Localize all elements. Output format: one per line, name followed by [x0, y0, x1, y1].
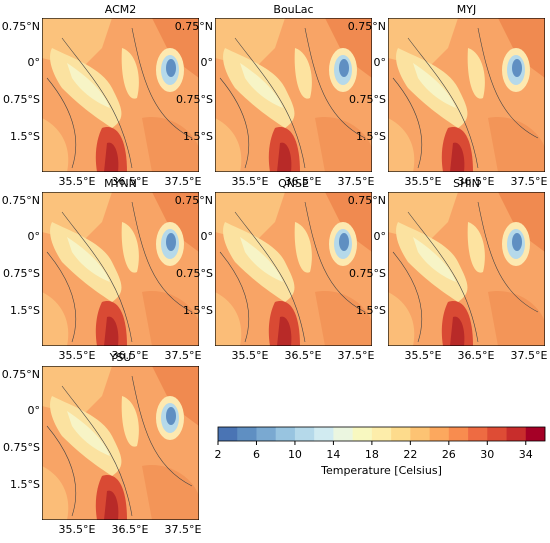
panel-title: BouLac [273, 3, 313, 16]
lat-label: 0° [201, 230, 214, 243]
colorbar-tick-label: 34 [519, 448, 533, 461]
lat-label: 1.5°S [356, 130, 386, 143]
colorbar-bin [218, 427, 238, 441]
lon-label: 37.5°E [165, 175, 202, 188]
lon-label: 35.5°E [59, 523, 96, 536]
lat-label: 0.75°N [2, 194, 40, 207]
panel-title: ACM2 [105, 3, 137, 16]
colorbar-bin [487, 427, 507, 441]
lat-label: 0.75°S [3, 441, 40, 454]
lat-label: 0° [201, 56, 214, 69]
lat-label: 1.5°S [10, 130, 40, 143]
lon-label: 36.5°E [458, 175, 495, 188]
lat-label: 0.75°S [176, 267, 213, 280]
lat-label: 1.5°S [183, 304, 213, 317]
lon-label: 35.5°E [59, 349, 96, 362]
panel-title: SHIN [453, 177, 480, 190]
colorbar-tick-label: 30 [480, 448, 494, 461]
colorbar-tick-label: 10 [288, 448, 302, 461]
colorbar-bin [391, 427, 411, 441]
lat-label: 0.75°S [349, 267, 386, 280]
colorbar-bin [506, 427, 527, 441]
lat-label: 0.75°N [2, 368, 40, 381]
lat-label: 0.75°N [2, 20, 40, 33]
colorbar-frame [217, 426, 546, 442]
lat-label: 0.75°S [176, 93, 213, 106]
lon-label: 37.5°E [338, 175, 375, 188]
colorbar-bin [333, 427, 353, 441]
lat-label: 0° [28, 56, 41, 69]
lon-label: 36.5°E [458, 349, 495, 362]
lat-label: 0° [28, 404, 41, 417]
colorbar-tick-label: 26 [442, 448, 456, 461]
map-panel [388, 18, 545, 172]
colorbar-bin [468, 427, 488, 441]
colorbar-bin [275, 427, 296, 441]
lon-label: 37.5°E [165, 349, 202, 362]
map-panel [388, 192, 545, 346]
lat-label: 0° [28, 230, 41, 243]
lon-label: 35.5°E [232, 349, 269, 362]
lat-label: 1.5°S [10, 304, 40, 317]
colorbar-bin [525, 427, 546, 441]
map-panel [42, 366, 199, 520]
lon-label: 36.5°E [285, 175, 322, 188]
lat-label: 1.5°S [356, 304, 386, 317]
lon-label: 35.5°E [405, 175, 442, 188]
lat-label: 0.75°N [348, 194, 386, 207]
colorbar-bin [410, 427, 430, 441]
lat-label: 0.75°S [349, 93, 386, 106]
lon-label: 37.5°E [511, 175, 548, 188]
panel-title: QNSE [278, 177, 309, 190]
lat-label: 0.75°S [3, 267, 40, 280]
lat-label: 0° [374, 230, 387, 243]
panel-title: MYJ [457, 3, 476, 16]
lat-label: 0.75°N [175, 194, 213, 207]
lon-label: 36.5°E [112, 175, 149, 188]
colorbar-bin [448, 427, 469, 441]
colorbar-bin [294, 427, 315, 441]
lon-label: 37.5°E [511, 349, 548, 362]
lon-label: 36.5°E [112, 523, 149, 536]
colorbar-bin [352, 427, 373, 441]
colorbar-label: Temperature [Celsius] [320, 464, 442, 477]
panel-title: MYNN [104, 177, 137, 190]
colorbar-tick-label: 14 [326, 448, 340, 461]
lon-label: 35.5°E [405, 349, 442, 362]
lat-label: 0° [374, 56, 387, 69]
lat-label: 0.75°N [348, 20, 386, 33]
colorbar-bin [237, 427, 257, 441]
lon-label: 35.5°E [59, 175, 96, 188]
lon-label: 35.5°E [232, 175, 269, 188]
colorbar-tick-label: 18 [365, 448, 379, 461]
colorbar-bin [429, 427, 450, 441]
lat-label: 0.75°N [175, 20, 213, 33]
lat-label: 1.5°S [183, 130, 213, 143]
lon-label: 36.5°E [112, 349, 149, 362]
colorbar-tick-label: 6 [253, 448, 260, 461]
lat-label: 1.5°S [10, 478, 40, 491]
lat-label: 0.75°S [3, 93, 40, 106]
lon-label: 37.5°E [165, 523, 202, 536]
lon-label: 36.5°E [285, 349, 322, 362]
panel-title: YSU [109, 351, 132, 364]
colorbar-tick-label: 22 [403, 448, 417, 461]
lon-label: 37.5°E [338, 349, 375, 362]
colorbar-bin [314, 427, 334, 441]
colorbar-bin [371, 427, 392, 441]
colorbar-tick-label: 2 [215, 448, 222, 461]
colorbar-bin [256, 427, 277, 441]
